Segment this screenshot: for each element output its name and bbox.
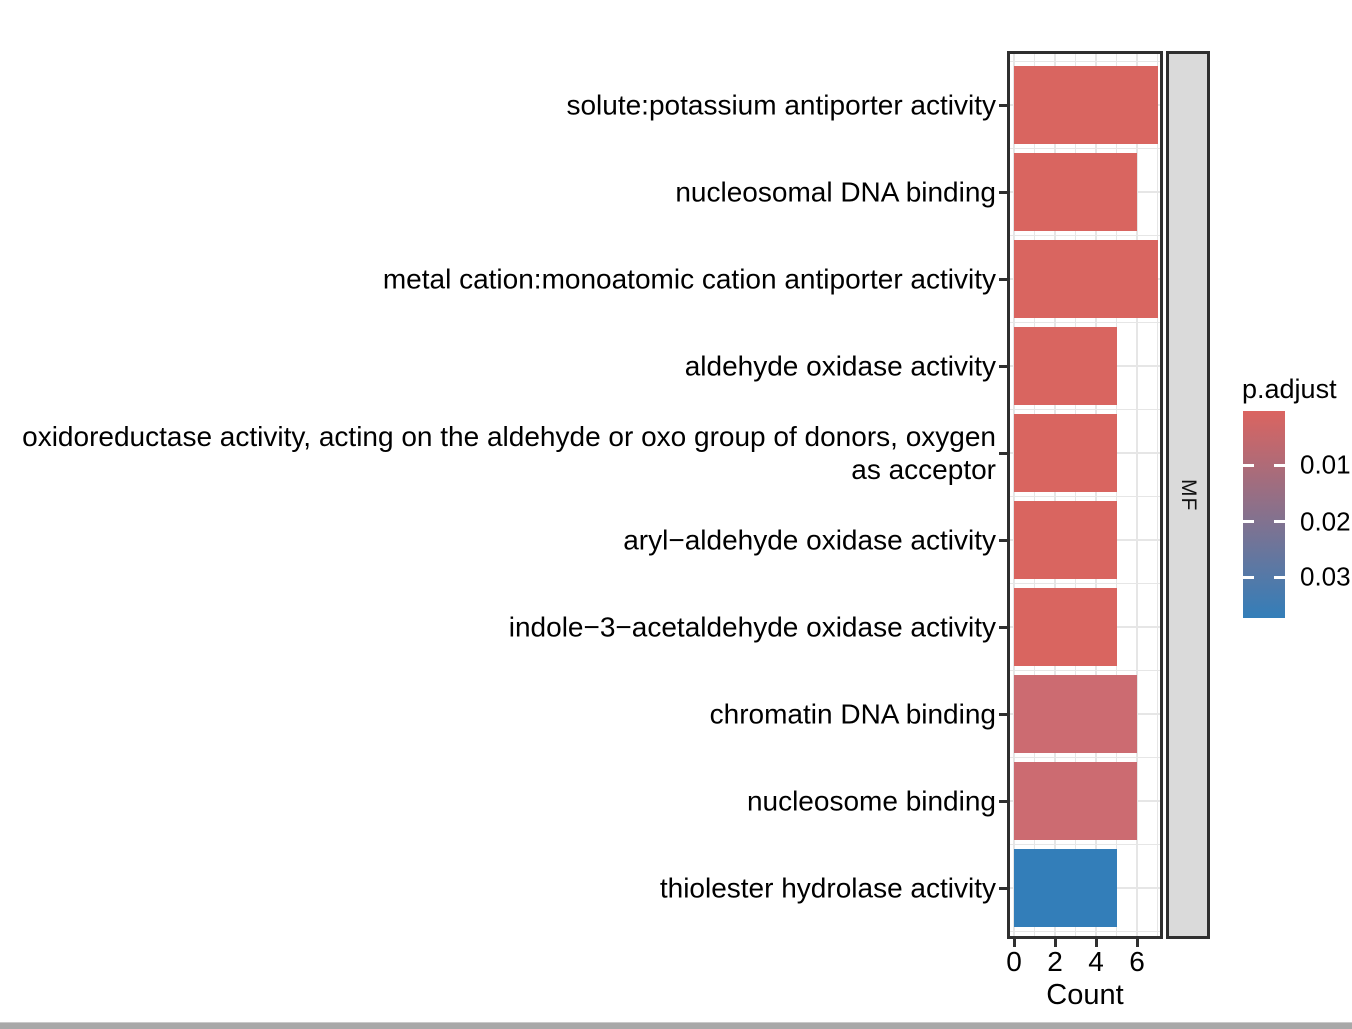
category-label-line: thiolester hydrolase activity xyxy=(659,872,996,904)
legend-tick-left xyxy=(1243,520,1254,524)
legend-label-2: 0.03 xyxy=(1300,561,1351,592)
minor-gridline-h xyxy=(1010,61,1160,62)
bar-5 xyxy=(1014,501,1117,579)
x-tick-0 xyxy=(1012,939,1016,947)
legend-tick-left xyxy=(1243,575,1254,579)
category-label-line: aldehyde oxidase activity xyxy=(684,350,996,382)
category-label-line: oxidoreductase activity, acting on the a… xyxy=(22,421,996,452)
y-tick-6 xyxy=(999,625,1007,629)
y-tick-7 xyxy=(999,712,1007,716)
minor-gridline-h xyxy=(1010,670,1160,671)
major-gridline-v xyxy=(1136,54,1138,936)
x-tick-label-0: 0 xyxy=(1006,946,1022,977)
x-axis-title: Count xyxy=(1046,979,1124,1011)
category-label-9: thiolester hydrolase activity xyxy=(660,872,996,905)
legend-colorbar xyxy=(1243,411,1285,618)
plot-panel xyxy=(1007,51,1163,939)
category-label-line: aryl−aldehyde oxidase activity xyxy=(623,524,996,556)
category-label-4: oxidoreductase activity, acting on the a… xyxy=(22,420,996,486)
category-label-6: indole−3−acetaldehyde oxidase activity xyxy=(509,611,996,644)
y-tick-9 xyxy=(999,886,1007,890)
category-label-3: aldehyde oxidase activity xyxy=(685,350,996,383)
minor-gridline-v xyxy=(1075,54,1076,936)
category-label-line: chromatin DNA binding xyxy=(709,698,996,730)
minor-gridline-v xyxy=(1116,54,1117,936)
minor-gridline-h xyxy=(1010,757,1160,758)
minor-gridline-h xyxy=(1010,235,1160,236)
y-tick-5 xyxy=(999,538,1007,542)
x-tick-2 xyxy=(1053,939,1057,947)
legend: p.adjust 0.01 0.02 0.03 xyxy=(1242,374,1352,634)
major-gridline-v xyxy=(1013,54,1015,936)
x-tick-label-2: 2 xyxy=(1047,946,1063,977)
bar-8 xyxy=(1014,762,1137,840)
minor-gridline-h xyxy=(1010,844,1160,845)
legend-label-1: 0.02 xyxy=(1300,506,1351,537)
category-label-0: solute:potassium antiporter activity xyxy=(566,89,996,122)
bar-1 xyxy=(1014,153,1137,231)
category-label-1: nucleosomal DNA binding xyxy=(675,176,996,209)
major-gridline-v xyxy=(1054,54,1056,936)
minor-gridline-h xyxy=(1010,409,1160,410)
category-label-8: nucleosome binding xyxy=(747,785,996,818)
minor-gridline-h xyxy=(1010,148,1160,149)
facet-strip: MF xyxy=(1166,51,1210,939)
y-tick-3 xyxy=(999,364,1007,368)
category-label-line: solute:potassium antiporter activity xyxy=(566,89,996,121)
bar-2 xyxy=(1014,240,1158,318)
minor-gridline-h xyxy=(1010,322,1160,323)
minor-gridline-v xyxy=(1034,54,1035,936)
minor-gridline-h xyxy=(1010,583,1160,584)
x-tick-label-4: 4 xyxy=(1088,946,1104,977)
category-label-line: indole−3−acetaldehyde oxidase activity xyxy=(508,611,996,643)
x-tick-label-6: 6 xyxy=(1129,946,1145,977)
legend-title: p.adjust xyxy=(1242,374,1337,404)
legend-tick-right xyxy=(1274,575,1285,579)
bar-4 xyxy=(1014,414,1117,492)
legend-tick-right xyxy=(1274,463,1285,467)
minor-gridline-h xyxy=(1010,931,1160,932)
legend-tick-right xyxy=(1274,520,1285,524)
category-label-5: aryl−aldehyde oxidase activity xyxy=(623,524,996,557)
bar-9 xyxy=(1014,849,1117,927)
y-tick-2 xyxy=(999,277,1007,281)
bars-layer xyxy=(1010,54,1160,936)
bar-3 xyxy=(1014,327,1117,405)
x-tick-4 xyxy=(1094,939,1098,947)
major-gridline-v xyxy=(1095,54,1097,936)
bar-7 xyxy=(1014,675,1137,753)
y-tick-8 xyxy=(999,799,1007,803)
minor-gridline-h xyxy=(1010,496,1160,497)
y-tick-4 xyxy=(999,451,1007,455)
legend-tick-left xyxy=(1243,463,1254,467)
category-label-line: nucleosomal DNA binding xyxy=(675,176,996,208)
bar-0 xyxy=(1014,66,1158,144)
bar-6 xyxy=(1014,588,1117,666)
category-label-2: metal cation:monoatomic cation antiporte… xyxy=(383,263,996,296)
legend-label-0: 0.01 xyxy=(1300,449,1351,480)
category-label-line: metal cation:monoatomic cation antiporte… xyxy=(382,263,996,295)
category-label-line: as acceptor xyxy=(851,454,996,485)
category-label-7: chromatin DNA binding xyxy=(710,698,996,731)
horizontal-scrollbar[interactable] xyxy=(0,1022,1352,1029)
category-label-line: nucleosome binding xyxy=(746,785,996,817)
x-tick-6 xyxy=(1135,939,1139,947)
facet-strip-label: MF xyxy=(1177,478,1200,512)
minor-gridline-v xyxy=(1157,54,1158,936)
y-tick-0 xyxy=(999,103,1007,107)
y-tick-1 xyxy=(999,190,1007,194)
